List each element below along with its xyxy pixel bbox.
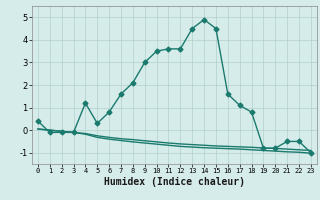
X-axis label: Humidex (Indice chaleur): Humidex (Indice chaleur) <box>104 177 245 187</box>
